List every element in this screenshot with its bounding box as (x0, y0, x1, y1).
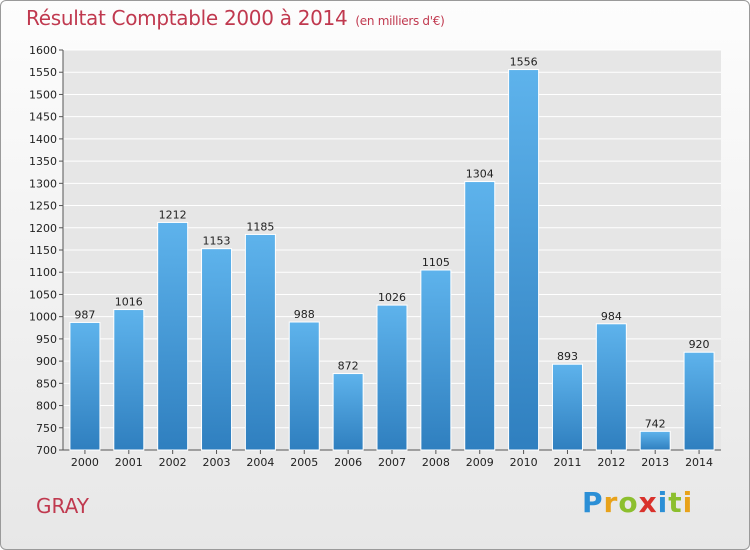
bar-2010[interactable] (508, 69, 540, 451)
y-tick-label: 1000 (29, 311, 57, 324)
x-tick-label: 2004 (246, 456, 274, 469)
bar-value-label: 1212 (159, 208, 187, 221)
y-tick-label: 1350 (29, 155, 57, 168)
bar-value-label: 984 (601, 310, 622, 323)
y-tick-label: 1450 (29, 111, 57, 124)
x-tick-label: 2008 (422, 456, 450, 469)
bar-2005[interactable] (288, 321, 320, 451)
bar-2000[interactable] (69, 321, 101, 451)
chart-subtitle: (en milliers d'€) (355, 14, 445, 28)
y-tick-label: 900 (36, 355, 57, 368)
x-tick-label: 2012 (597, 456, 625, 469)
x-tick-label: 2010 (510, 456, 538, 469)
y-tick-label: 1150 (29, 244, 57, 257)
bar-value-label: 1304 (466, 168, 494, 181)
bar-value-label: 920 (689, 338, 710, 351)
y-tick-label: 750 (36, 422, 57, 435)
bar-value-label: 1556 (510, 56, 538, 69)
logo-letter: i (657, 486, 669, 519)
y-tick-label: 800 (36, 400, 57, 413)
x-tick-label: 2011 (553, 456, 581, 469)
x-tick-label: 2007 (378, 456, 406, 469)
logo-letter: x (638, 486, 658, 519)
logo-letter: t (668, 486, 683, 519)
logo-letter: o (618, 486, 639, 519)
logo-letter: i (682, 486, 694, 519)
y-tick-label: 1100 (29, 266, 57, 279)
y-tick-label: 1400 (29, 133, 57, 146)
bar-2004[interactable] (244, 233, 276, 451)
chart-title-text: Résultat Comptable 2000 à 2014 (26, 6, 348, 30)
bar-2001[interactable] (113, 309, 145, 451)
x-tick-label: 2003 (203, 456, 231, 469)
x-tick-label: 2013 (641, 456, 669, 469)
bar-2013[interactable] (639, 430, 671, 451)
bar-value-label: 893 (557, 350, 578, 363)
bar-2006[interactable] (332, 373, 364, 451)
y-tick-label: 1300 (29, 177, 57, 190)
x-tick-label: 2001 (115, 456, 143, 469)
bar-value-label: 1105 (422, 256, 450, 269)
y-tick-label: 1550 (29, 66, 57, 79)
logo-letter: P (582, 486, 604, 519)
bar-2008[interactable] (420, 269, 452, 451)
x-tick-label: 2002 (159, 456, 187, 469)
bar-value-label: 988 (294, 308, 315, 321)
bar-value-label: 1153 (203, 235, 231, 248)
chart-title: Résultat Comptable 2000 à 2014 (en millie… (26, 6, 445, 30)
logo-letter: r (603, 486, 619, 519)
bar-2002[interactable] (157, 221, 189, 451)
y-tick-label: 1050 (29, 288, 57, 301)
proxiti-logo[interactable]: Proxiti (582, 486, 693, 519)
y-tick-label: 1250 (29, 200, 57, 213)
y-tick-label: 950 (36, 333, 57, 346)
bar-value-label: 987 (74, 308, 95, 321)
bar-2012[interactable] (595, 323, 627, 451)
bar-2011[interactable] (551, 363, 583, 451)
y-tick-label: 1500 (29, 88, 57, 101)
y-tick-label: 1600 (29, 44, 57, 57)
bar-2003[interactable] (201, 248, 233, 451)
bar-value-label: 872 (338, 360, 359, 373)
x-tick-label: 2009 (466, 456, 494, 469)
x-tick-label: 2006 (334, 456, 362, 469)
y-tick-label: 700 (36, 444, 57, 457)
x-tick-label: 2014 (685, 456, 713, 469)
bar-2009[interactable] (464, 181, 496, 451)
bar-2014[interactable] (683, 351, 715, 451)
bar-2007[interactable] (376, 304, 408, 451)
x-tick-label: 2000 (71, 456, 99, 469)
bar-value-label: 1026 (378, 291, 406, 304)
commune-name: GRAY (36, 494, 89, 518)
x-tick-label: 2005 (290, 456, 318, 469)
y-tick-label: 850 (36, 377, 57, 390)
bar-value-label: 1185 (246, 220, 274, 233)
bar-value-label: 742 (645, 417, 666, 430)
y-tick-label: 1200 (29, 222, 57, 235)
bar-value-label: 1016 (115, 296, 143, 309)
